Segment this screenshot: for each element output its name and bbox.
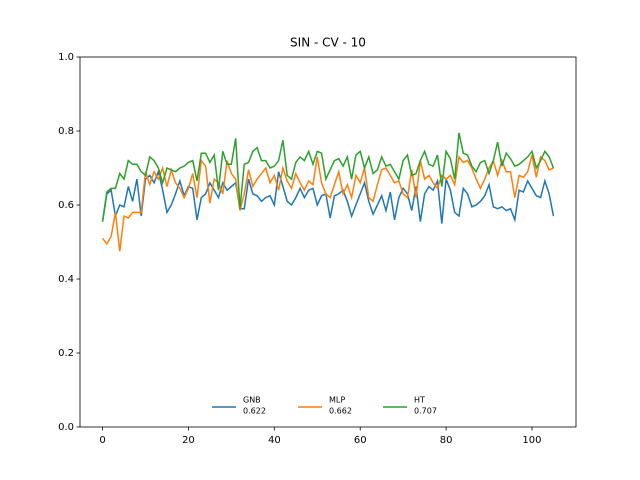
axes-frame [79,56,577,428]
legend-score: 0.622 [243,407,266,416]
legend-label: HT [414,396,425,405]
line-series [101,132,555,222]
legend-score: 0.662 [329,407,352,416]
x-tick-label: 80 [440,435,453,446]
y-tick-label: 1.0 [58,52,74,63]
x-tick-label: 40 [268,435,281,446]
y-tick-label: 0.6 [58,200,74,211]
legend-label: MLP [329,396,345,405]
x-tick-label: 20 [182,435,195,446]
y-tick-label: 0.8 [58,126,74,137]
chart-title: SIN - CV - 10 [290,36,366,50]
line-series [101,154,554,252]
x-tick-label: 60 [354,435,367,446]
y-tick-label: 0.0 [58,422,74,433]
legend-score: 0.707 [414,407,437,416]
legend-label: GNB [243,396,261,405]
y-tick-label: 0.4 [58,274,74,285]
y-tick-label: 0.2 [58,348,74,359]
x-tick-label: 100 [522,435,541,446]
x-tick-label: 0 [99,435,105,446]
line-series [101,169,555,224]
